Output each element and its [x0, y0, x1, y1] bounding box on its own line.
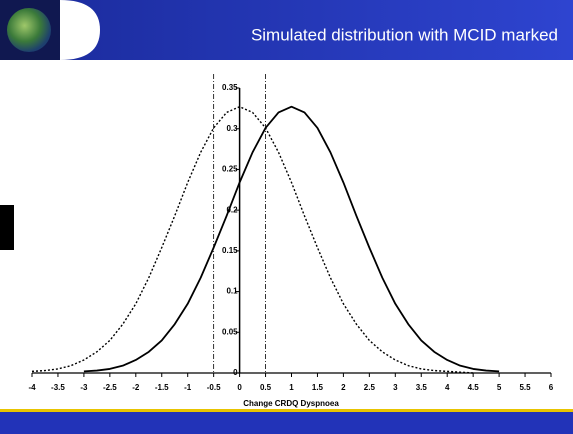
globe-icon — [7, 8, 51, 52]
footer-bar — [0, 412, 573, 434]
x-tick-label: -3.5 — [51, 383, 65, 392]
y-tick-label: 0 — [233, 368, 238, 377]
y-tick-label: 0.1 — [226, 287, 238, 296]
header-rule — [0, 60, 573, 63]
y-tick-label: 0.15 — [222, 246, 238, 255]
x-tick-label: 2 — [341, 383, 346, 392]
x-tick-label: 0 — [237, 383, 242, 392]
x-tick-label: -4 — [28, 383, 36, 392]
x-tick-label: 3.5 — [416, 383, 428, 392]
x-tick-label: -2 — [132, 383, 140, 392]
x-tick-label: -0.5 — [207, 383, 221, 392]
x-tick-label: 1.5 — [312, 383, 324, 392]
x-tick-label: 5.5 — [519, 383, 531, 392]
y-tick-label: 0.2 — [226, 205, 238, 214]
plot-area: 0 0.05 0.1 0.15 0.2 0.25 0.3 0.35 -4 -3.5 -3 -2.5 -2… — [28, 74, 554, 392]
x-axis-label: Change CRDQ Dyspnoea — [243, 399, 339, 408]
y-tick-label: 0.25 — [222, 165, 238, 174]
x-tick-label: 4.5 — [468, 383, 480, 392]
header-curve — [60, 0, 100, 60]
y-tick-label: 0.3 — [226, 124, 238, 133]
x-tick-label: -2.5 — [103, 383, 117, 392]
x-tick-label: 4 — [445, 383, 450, 392]
x-tick-label: 3 — [393, 383, 398, 392]
x-tick-label: -1 — [184, 383, 192, 392]
x-tick-label: -1.5 — [155, 383, 169, 392]
series-line — [31, 106, 474, 374]
footer-rule — [0, 409, 573, 412]
y-tick-label: 0.35 — [222, 83, 238, 92]
slide-title: Simulated distribution with MCID marked — [251, 25, 558, 44]
series-line — [83, 105, 500, 373]
y-tick-label: 0.05 — [222, 327, 238, 336]
side-tab — [0, 205, 14, 250]
x-tick-label: 5 — [497, 383, 502, 392]
x-tick-label: 1 — [289, 383, 294, 392]
x-tick-label: 2.5 — [364, 383, 376, 392]
x-tick-label: 0.5 — [260, 383, 272, 392]
x-tick-label: 6 — [549, 383, 554, 392]
x-tick-label: -3 — [80, 383, 88, 392]
